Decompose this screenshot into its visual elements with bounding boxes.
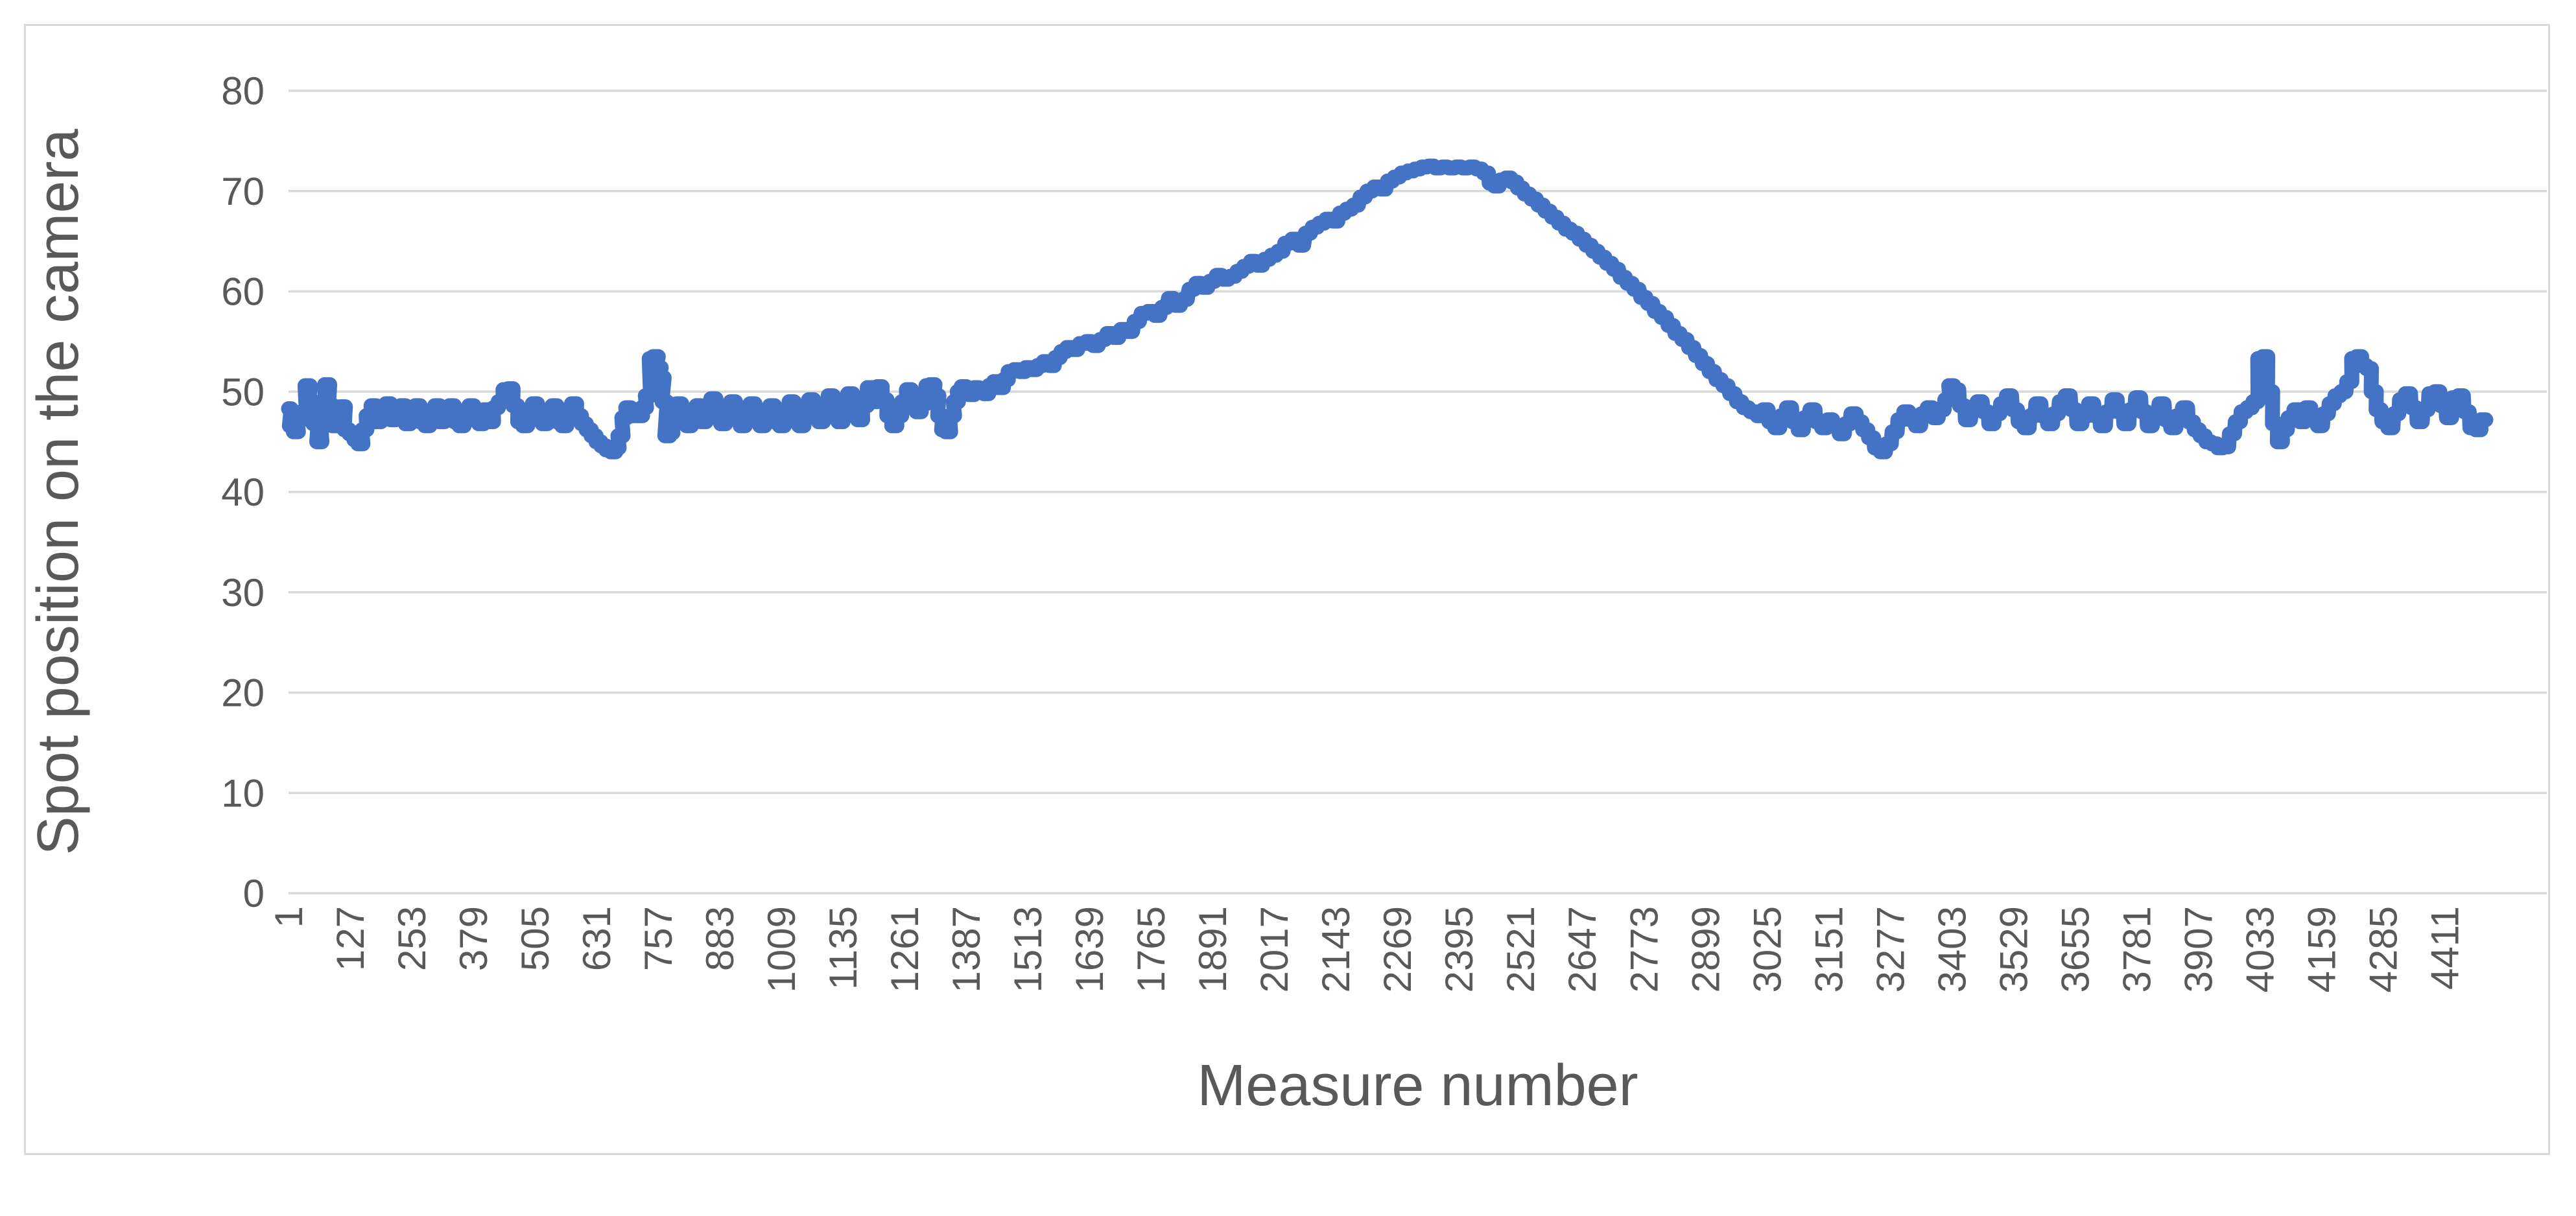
x-axis-title: Measure number — [1197, 1053, 1638, 1118]
x-tick-label: 3151 — [1807, 906, 1850, 992]
x-tick-label: 379 — [452, 906, 495, 971]
y-tick-label: 60 — [221, 270, 265, 314]
x-tick-label: 631 — [575, 906, 619, 971]
x-tick-label: 4033 — [2238, 906, 2282, 992]
y-tick-label: 50 — [221, 370, 265, 414]
x-tick-label: 1 — [267, 906, 311, 928]
x-tick-label: 253 — [390, 906, 434, 971]
y-tick-label: 40 — [221, 471, 265, 514]
x-tick-labels: 1 127 253 379 505 631 757 883 1009 1135 1261 1387 15… — [267, 906, 2466, 992]
x-tick-label: 4285 — [2361, 906, 2405, 992]
y-tick-label: 70 — [221, 170, 265, 213]
gridlines — [289, 89, 2547, 894]
x-tick-label: 2017 — [1253, 906, 1296, 992]
x-tick-label: 4411 — [2423, 906, 2466, 990]
series-group — [281, 158, 2494, 460]
x-tick-label: 3655 — [2053, 906, 2097, 992]
x-tick-label: 3529 — [1992, 906, 2035, 992]
y-axis-title: Spot position on the camera — [26, 128, 91, 856]
x-tick-label: 4159 — [2300, 906, 2343, 992]
x-tick-label: 1765 — [1129, 906, 1173, 992]
x-tick-label: 1639 — [1068, 906, 1111, 992]
data-series-line — [281, 158, 2494, 460]
x-tick-label: 3781 — [2115, 906, 2158, 992]
x-tick-label: 505 — [514, 906, 557, 971]
x-tick-label: 2773 — [1622, 906, 1666, 992]
x-tick-label: 2395 — [1437, 906, 1481, 992]
y-tick-label: 30 — [221, 571, 265, 614]
chart-border — [24, 24, 2550, 1155]
y-tick-label: 20 — [221, 672, 265, 715]
x-tick-label: 2521 — [1499, 906, 1542, 992]
y-tick-label: 0 — [243, 872, 265, 915]
x-tick-label: 1513 — [1006, 906, 1050, 992]
x-tick-label: 883 — [698, 906, 742, 971]
x-tick-label: 3025 — [1745, 906, 1789, 992]
x-tick-label: 1261 — [883, 906, 927, 992]
x-tick-label: 3403 — [1930, 906, 1974, 992]
y-tick-labels: 0 10 20 30 40 50 60 70 80 — [221, 69, 265, 915]
x-tick-label: 2899 — [1684, 906, 1727, 992]
y-tick-label: 80 — [221, 69, 265, 113]
x-tick-label: 1009 — [760, 906, 803, 992]
x-tick-label: 127 — [329, 906, 372, 971]
y-tick-label: 10 — [221, 771, 265, 815]
x-tick-label: 1135 — [821, 906, 865, 990]
x-tick-label: 1891 — [1191, 906, 1235, 992]
x-tick-label: 3277 — [1869, 906, 1912, 992]
x-tick-label: 2647 — [1561, 906, 1604, 992]
x-tick-label: 2269 — [1376, 906, 1419, 992]
x-tick-label: 2143 — [1314, 906, 1358, 992]
x-tick-label: 1387 — [945, 906, 988, 992]
x-tick-label: 3907 — [2177, 906, 2220, 992]
x-tick-label: 757 — [637, 906, 680, 971]
